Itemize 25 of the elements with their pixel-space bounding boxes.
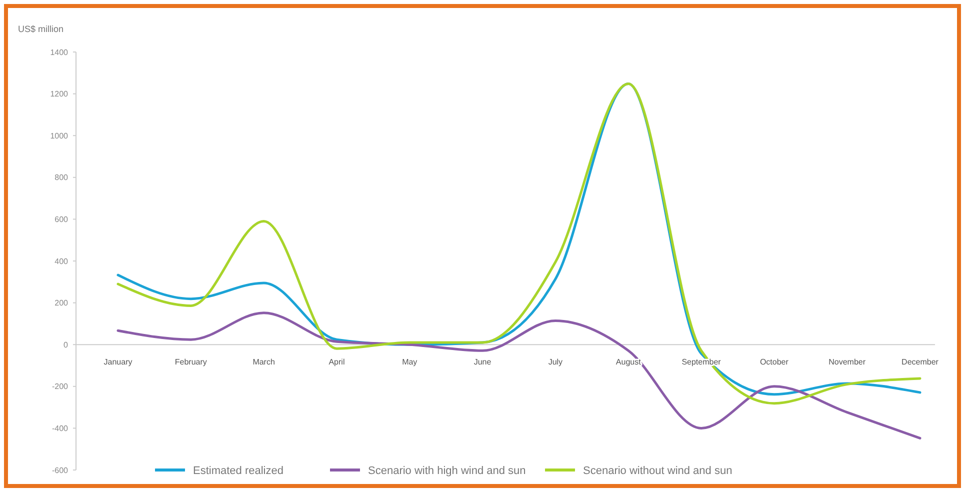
x-tick-label: March: [252, 358, 275, 367]
x-tick-label: May: [402, 358, 418, 367]
y-tick-label: 400: [54, 256, 69, 266]
x-tick-label: April: [328, 358, 345, 367]
legend-label: Estimated realized: [193, 464, 284, 477]
x-tick-label: October: [760, 358, 789, 367]
x-tick-label: December: [902, 358, 939, 367]
y-tick-label: 1000: [50, 131, 69, 140]
x-tick-label: July: [548, 358, 563, 367]
y-tick-label: -200: [52, 382, 69, 392]
x-tick-label: January: [104, 358, 132, 367]
y-tick-label: -600: [52, 466, 69, 475]
x-tick-label: November: [828, 358, 866, 367]
y-tick-label: 1200: [50, 90, 69, 99]
legend-label: Scenario without wind and sun: [583, 464, 732, 477]
y-tick-label: -400: [52, 424, 69, 433]
y-tick-label: 600: [54, 215, 69, 224]
x-tick-label: June: [474, 358, 492, 367]
y-tick-label: 1400: [50, 48, 69, 57]
y-tick-label: 200: [54, 298, 69, 308]
y-tick-label: 800: [54, 173, 69, 182]
x-tick-label: February: [174, 358, 207, 367]
y-tick-label: 0: [64, 340, 69, 350]
legend-label: Scenario with high wind and sun: [368, 464, 526, 477]
y-axis-title: US$ million: [18, 24, 64, 34]
